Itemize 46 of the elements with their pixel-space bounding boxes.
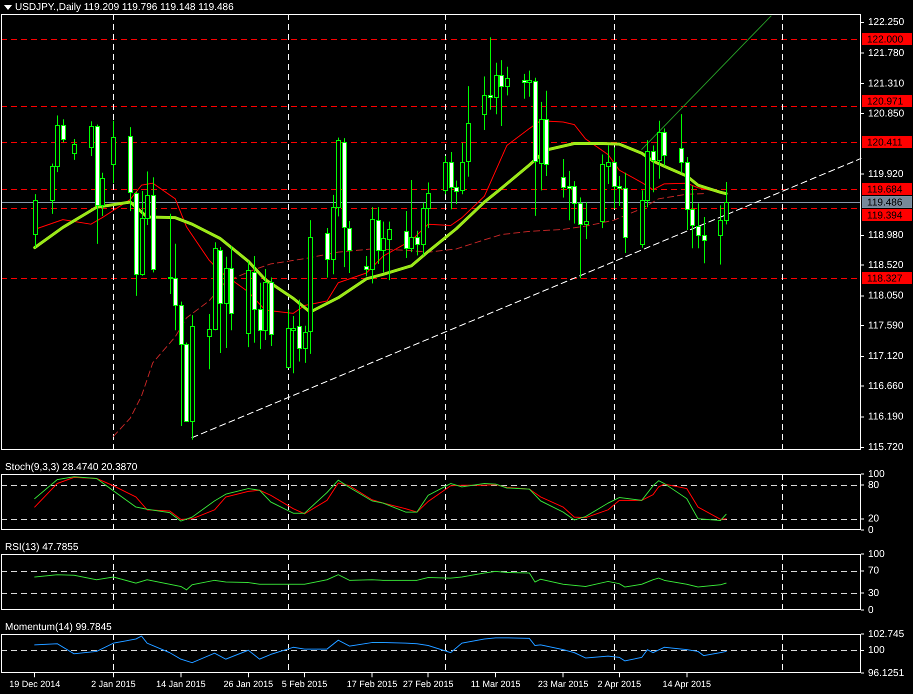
x-tick-label: 14 Jan 2015: [156, 679, 206, 690]
y-tick-label: 118.050: [868, 290, 904, 302]
ref-line-label: 119.684: [867, 184, 903, 196]
y-tick-label: 117.590: [868, 320, 904, 332]
x-tick-label: 26 Jan 2015: [224, 679, 274, 690]
y-tick-label: 70: [868, 566, 880, 577]
chart-title: RSI(13) 47.7855: [5, 542, 79, 553]
x-tick-label: 11 Mar 2015: [470, 679, 521, 690]
ref-line-label: 118.327: [867, 273, 903, 284]
y-tick-label: 119.920: [868, 168, 904, 180]
y-tick-label: 0: [868, 524, 874, 536]
x-tick-label: 17 Feb 2015: [346, 679, 398, 690]
y-tick-label: 118.520: [868, 260, 904, 271]
y-tick-label: 116.660: [868, 380, 904, 392]
y-tick-label: 115.720: [868, 442, 904, 454]
ref-line-label: 120.971: [867, 96, 904, 108]
chart-title: Stoch(9,3,3) 28.4740 20.3870: [5, 462, 138, 473]
y-tick-label: 100: [868, 645, 886, 656]
chart-title: Momentum(14) 99.7845: [5, 622, 112, 633]
x-tick-label: 2 Apr 2015: [598, 679, 642, 690]
chart-title: USDJPY.,Daily 119.209 119.796 119.148 119.486: [15, 2, 234, 13]
y-tick-label: 118.980: [868, 230, 904, 242]
y-tick-label: 120.850: [868, 108, 905, 120]
y-tick-label: 116.190: [868, 412, 904, 423]
x-tick-label: 14 Apr 2015: [662, 679, 712, 690]
x-tick-label: 5 Feb 2015: [282, 679, 328, 690]
y-tick-label: 80: [868, 480, 880, 491]
x-tick-label: 2 Jan 2015: [91, 679, 136, 690]
y-tick-label: 0: [868, 604, 874, 616]
y-tick-label: 102.745: [868, 628, 905, 640]
ref-line-label: 119.394: [867, 210, 903, 222]
x-tick-label: 27 Feb 2015: [402, 679, 454, 690]
ref-line-label: 120.411: [867, 137, 903, 148]
ref-line-label: 119.486: [867, 197, 903, 208]
y-tick-label: 122.250: [868, 17, 905, 28]
y-tick-label: 100: [868, 468, 886, 480]
y-tick-label: 121.310: [868, 78, 905, 90]
y-tick-label: 30: [868, 588, 880, 599]
x-tick-label: 19 Dec 2014: [9, 679, 60, 690]
ref-line-label: 122.000: [867, 34, 904, 46]
y-tick-label: 117.120: [868, 351, 904, 362]
y-tick-label: 96.1251: [868, 668, 905, 679]
y-tick-label: 20: [868, 514, 880, 525]
x-tick-label: 23 Mar 2015: [538, 679, 588, 690]
y-tick-label: 100: [868, 548, 886, 560]
y-tick-label: 121.780: [868, 48, 905, 59]
